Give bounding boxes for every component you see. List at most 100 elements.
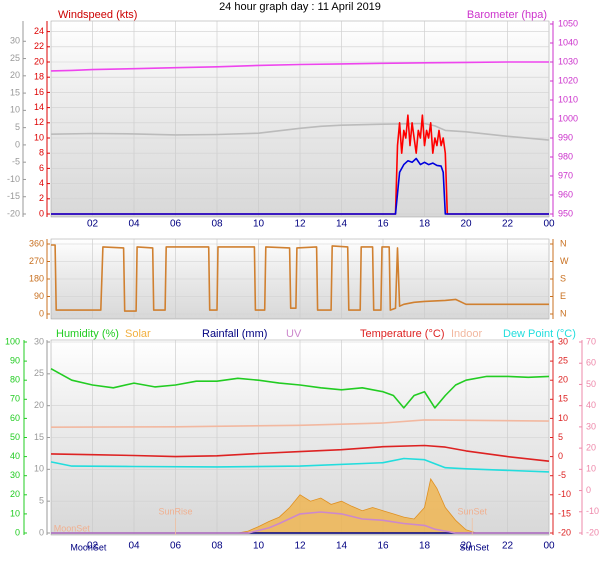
y-tick-label: 20 bbox=[558, 375, 568, 385]
x-tick-label: 16 bbox=[377, 541, 389, 552]
y-tick-label: -15 bbox=[7, 191, 20, 201]
y-tick-label: 5 bbox=[39, 496, 44, 506]
line bbox=[50, 61, 549, 72]
y-tick-label: 60 bbox=[586, 358, 596, 368]
line bbox=[51, 114, 549, 215]
y-tick-label: 60 bbox=[10, 413, 20, 423]
x-tick-label: 20 bbox=[460, 219, 472, 230]
y-tick-label: 70 bbox=[10, 394, 20, 404]
x-tick-label: 18 bbox=[419, 219, 431, 230]
y-tick-label: 22 bbox=[34, 41, 44, 51]
y-tick-label: 15 bbox=[34, 432, 44, 442]
y-tick-label: 25 bbox=[558, 355, 568, 365]
y-tick-label: 30 bbox=[10, 470, 20, 480]
y-tick-label: 950 bbox=[558, 208, 573, 218]
line bbox=[50, 444, 550, 462]
y-tick-label: 0 bbox=[558, 451, 563, 461]
y-tick-label: 30 bbox=[558, 336, 568, 346]
y-tick-label: -15 bbox=[558, 508, 571, 518]
x-tick-label: 06 bbox=[170, 541, 182, 552]
y-tick-label: 970 bbox=[558, 170, 573, 180]
y-tick-label: 0 bbox=[39, 208, 44, 218]
y-tick-label: 30 bbox=[10, 36, 20, 46]
y-tick-label: 20 bbox=[10, 70, 20, 80]
y-tick-label: 15 bbox=[558, 394, 568, 404]
y-tick-label: 16 bbox=[34, 87, 44, 97]
x-tick-label: 00 bbox=[543, 541, 555, 552]
y-tick-label: 360 bbox=[29, 238, 44, 248]
legend-label: Dew Point (°C) bbox=[503, 328, 576, 340]
legend-label: Indoor bbox=[451, 328, 483, 340]
y-tick-label: 10 bbox=[586, 464, 596, 474]
line bbox=[50, 457, 550, 473]
y-tick-label: N bbox=[560, 308, 567, 318]
x-annotation: SunSet bbox=[460, 542, 490, 552]
y-tick-label: 960 bbox=[558, 189, 573, 199]
y-tick-label: -20 bbox=[558, 527, 571, 537]
y-tick-label: 0 bbox=[39, 308, 44, 318]
y-tick-label: -10 bbox=[7, 174, 20, 184]
y-tick-label: W bbox=[560, 256, 569, 266]
y-tick-label: S bbox=[560, 273, 566, 283]
x-tick-label: 18 bbox=[419, 541, 431, 552]
line bbox=[51, 244, 549, 312]
y-tick-label: 1020 bbox=[558, 75, 578, 85]
y-tick-label: 10 bbox=[10, 105, 20, 115]
y-tick-label: 18 bbox=[34, 72, 44, 82]
y-tick-label: 180 bbox=[29, 273, 44, 283]
y-tick-label: 1030 bbox=[558, 56, 578, 66]
y-tick-label: 50 bbox=[10, 432, 20, 442]
y-tick-label: -5 bbox=[12, 157, 20, 167]
y-tick-label: 1000 bbox=[558, 113, 578, 123]
y-tick-label: 980 bbox=[558, 151, 573, 161]
y-tick-label: 8 bbox=[39, 148, 44, 158]
y-tick-label: 0 bbox=[15, 527, 20, 537]
y-tick-label: 0 bbox=[15, 139, 20, 149]
legend-label: Humidity (%) bbox=[56, 328, 119, 340]
y-tick-label: 1010 bbox=[558, 94, 578, 104]
x-annotation: MoonSet bbox=[70, 542, 107, 552]
area bbox=[51, 477, 549, 534]
y-tick-label: 40 bbox=[10, 451, 20, 461]
legend-label: UV bbox=[286, 328, 302, 340]
x-tick-label: 10 bbox=[253, 219, 265, 230]
x-tick-label: 06 bbox=[170, 219, 182, 230]
x-tick-label: 00 bbox=[543, 219, 555, 230]
line bbox=[50, 419, 550, 428]
y-tick-label: 10 bbox=[34, 464, 44, 474]
x-tick-label: 22 bbox=[502, 219, 514, 230]
y-tick-label: 270 bbox=[29, 256, 44, 266]
y-tick-label: 25 bbox=[10, 53, 20, 63]
line bbox=[50, 367, 550, 409]
x-tick-label: 02 bbox=[87, 219, 99, 230]
y-tick-label: 0 bbox=[586, 485, 591, 495]
y-tick-label: 20 bbox=[34, 56, 44, 66]
x-tick-label: 20 bbox=[460, 541, 472, 552]
x-tick-label: 04 bbox=[128, 219, 140, 230]
annotation: MoonSet bbox=[54, 523, 91, 533]
x-tick-label: 08 bbox=[211, 219, 223, 230]
y2-axis-title: Barometer (hpa) bbox=[467, 9, 547, 21]
y-tick-label: 14 bbox=[34, 102, 44, 112]
y-tick-label: -5 bbox=[558, 470, 566, 480]
y-tick-label: N bbox=[560, 238, 567, 248]
x-tick-label: 10 bbox=[253, 541, 265, 552]
y-tick-label: 2 bbox=[39, 193, 44, 203]
y-tick-label: 90 bbox=[34, 291, 44, 301]
y-tick-label: 80 bbox=[10, 375, 20, 385]
line bbox=[50, 122, 550, 141]
annotation: SunSet bbox=[457, 506, 487, 516]
x-tick-label: 14 bbox=[336, 541, 348, 552]
y-tick-label: 5 bbox=[15, 122, 20, 132]
y-tick-label: 20 bbox=[34, 400, 44, 410]
y-tick-label: 12 bbox=[34, 117, 44, 127]
y-tick-label: E bbox=[560, 291, 566, 301]
y-tick-label: 40 bbox=[586, 400, 596, 410]
y-tick-label: -10 bbox=[586, 506, 599, 516]
x-tick-label: 12 bbox=[294, 219, 306, 230]
y-tick-label: 20 bbox=[10, 489, 20, 499]
x-tick-label: 12 bbox=[294, 541, 306, 552]
y-tick-label: 90 bbox=[10, 355, 20, 365]
